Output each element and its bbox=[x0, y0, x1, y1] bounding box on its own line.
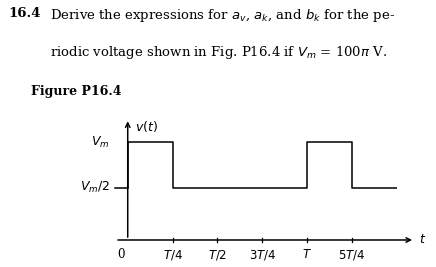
Text: $3T/4$: $3T/4$ bbox=[249, 248, 276, 262]
Text: $V_m$: $V_m$ bbox=[91, 135, 110, 150]
Text: $V_m/2$: $V_m/2$ bbox=[80, 180, 110, 195]
Text: $T/4$: $T/4$ bbox=[163, 248, 183, 262]
Text: $v(t)$: $v(t)$ bbox=[135, 119, 158, 134]
Text: Figure P16.4: Figure P16.4 bbox=[31, 85, 121, 99]
Text: 0: 0 bbox=[117, 248, 124, 261]
Text: 16.4: 16.4 bbox=[9, 7, 41, 20]
Text: $T/2$: $T/2$ bbox=[208, 248, 227, 262]
Text: $t$: $t$ bbox=[419, 233, 426, 246]
Text: Derive the expressions for $a_v$, $a_k$, and $b_k$ for the pe-: Derive the expressions for $a_v$, $a_k$,… bbox=[50, 7, 395, 24]
Text: $T$: $T$ bbox=[302, 248, 312, 261]
Text: riodic voltage shown in Fig. P16.4 if $V_m$ = 100$\pi$ V.: riodic voltage shown in Fig. P16.4 if $V… bbox=[50, 44, 387, 61]
Text: $5T/4$: $5T/4$ bbox=[338, 248, 366, 262]
